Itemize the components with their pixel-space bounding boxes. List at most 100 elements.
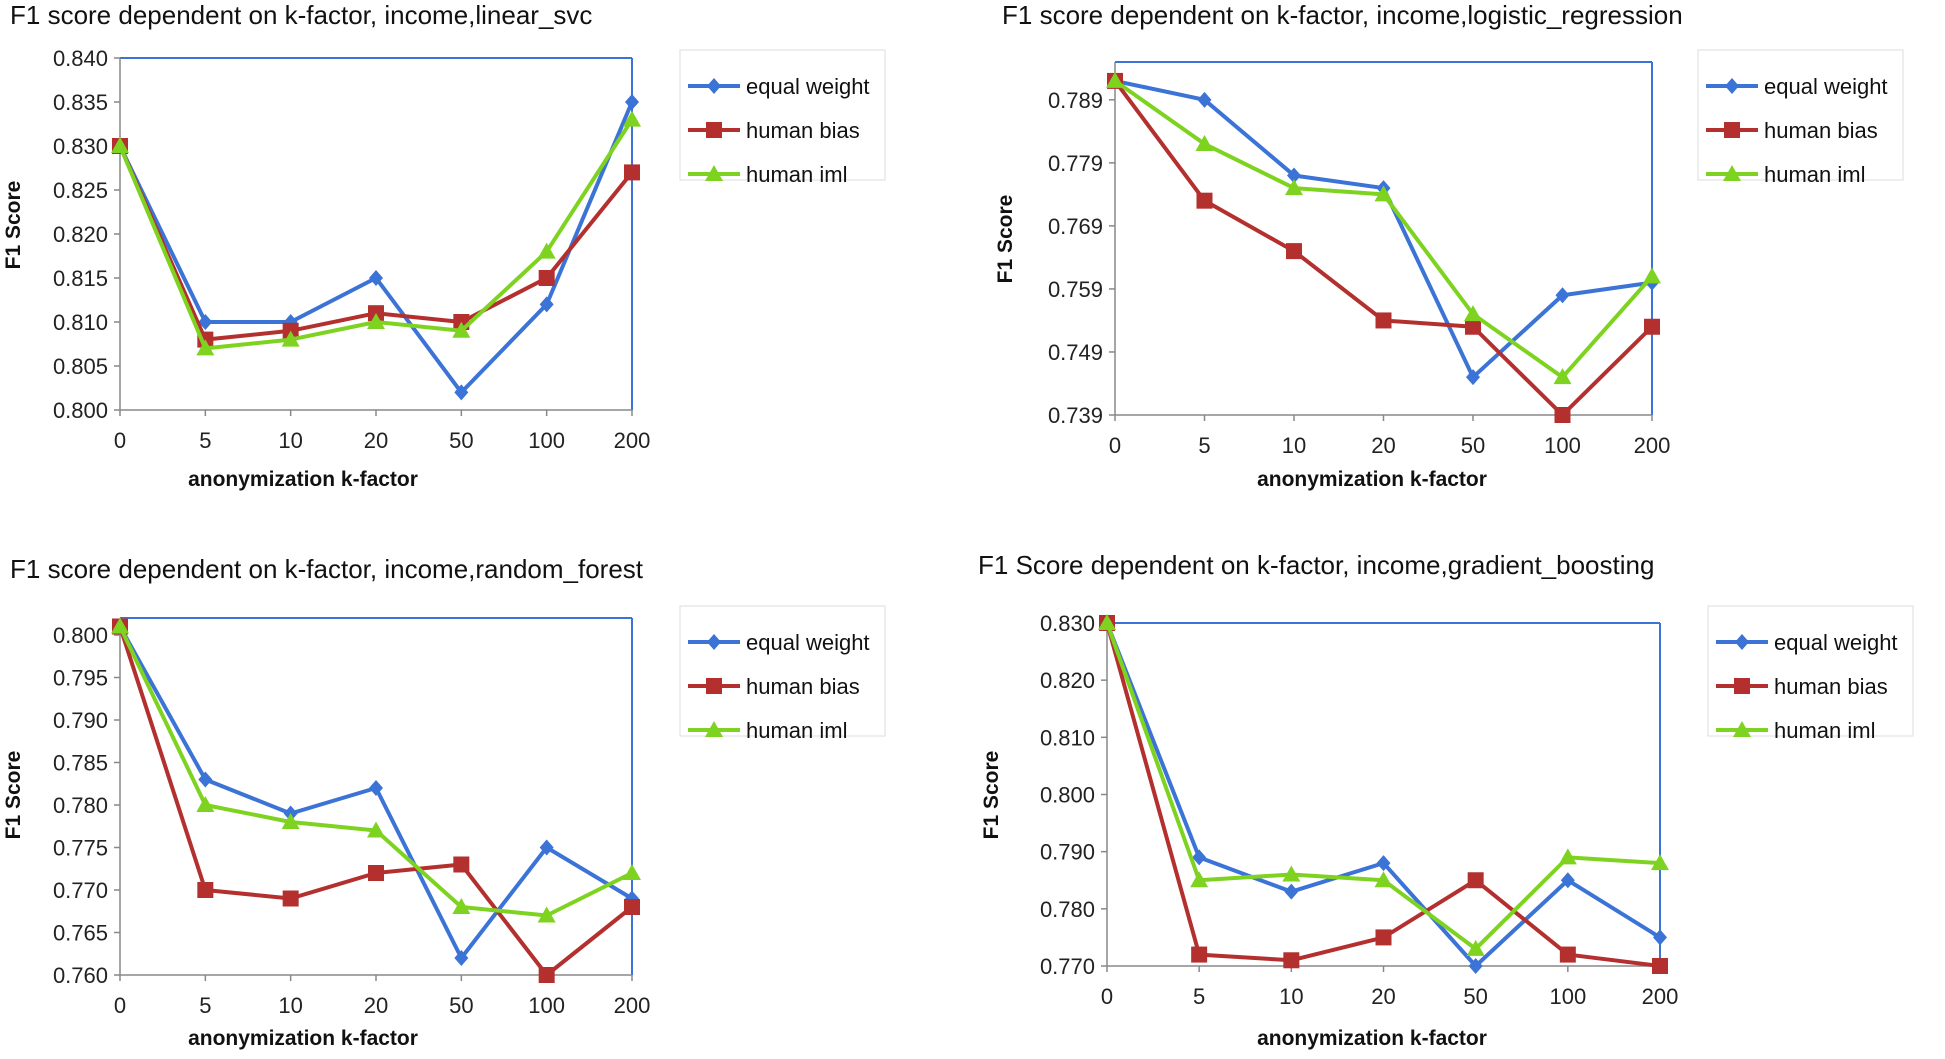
data-point-human-bias <box>368 865 384 881</box>
x-tick-label: 50 <box>449 993 473 1018</box>
data-point-equal-weight <box>1284 884 1298 900</box>
y-tick-label: 0.790 <box>53 708 108 733</box>
x-tick-label: 200 <box>1634 433 1671 458</box>
legend-marker-human-bias <box>1734 678 1750 694</box>
legend: equal weight human bias human iml <box>680 606 885 743</box>
legend-label-human-iml: human iml <box>1774 718 1875 743</box>
x-tick-label: 20 <box>364 428 388 453</box>
series-line-equal-weight <box>120 102 632 392</box>
y-tick-label: 0.810 <box>1040 725 1095 750</box>
y-tick-label: 0.795 <box>53 666 108 691</box>
data-point-human-bias <box>1465 319 1481 335</box>
chart-title: F1 score dependent on k-factor, income,l… <box>1002 0 1683 30</box>
y-tick-label: 0.830 <box>53 134 108 159</box>
data-point-human-bias <box>197 882 213 898</box>
legend: equal weight human bias human iml <box>1698 50 1903 187</box>
x-tick-label: 100 <box>1544 433 1581 458</box>
x-tick-label: 10 <box>278 428 302 453</box>
y-tick-label: 0.779 <box>1048 151 1103 176</box>
x-tick-label: 0 <box>114 428 126 453</box>
x-tick-label: 0 <box>114 993 126 1018</box>
y-tick-label: 0.739 <box>1048 403 1103 428</box>
x-tick-label: 50 <box>1461 433 1485 458</box>
legend-marker-human-bias <box>706 122 722 138</box>
y-axis-label: F1 Score <box>2 751 25 840</box>
x-tick-label: 100 <box>528 428 565 453</box>
data-point-human-bias <box>453 857 469 873</box>
y-axis-label: F1 Score <box>980 751 1003 840</box>
legend-label-human-bias: human bias <box>746 674 860 699</box>
legend-label-equal-weight: equal weight <box>1774 630 1898 655</box>
y-tick-label: 0.789 <box>1048 88 1103 113</box>
y-tick-label: 0.790 <box>1040 840 1095 865</box>
y-tick-label: 0.815 <box>53 266 108 291</box>
legend-marker-human-bias <box>706 678 722 694</box>
legend-label-human-iml: human iml <box>746 718 847 743</box>
legend-box <box>1698 50 1903 180</box>
x-tick-label: 100 <box>528 993 565 1018</box>
data-point-equal-weight <box>1653 929 1667 945</box>
data-point-human-iml <box>196 796 214 812</box>
series-line-human-bias <box>120 627 632 976</box>
y-tick-label: 0.760 <box>53 963 108 988</box>
y-tick-label: 0.770 <box>53 878 108 903</box>
y-tick-label: 0.800 <box>53 623 108 648</box>
y-tick-label: 0.780 <box>1040 897 1095 922</box>
data-point-human-bias <box>1468 872 1484 888</box>
legend-box <box>680 50 885 180</box>
x-tick-label: 5 <box>1198 433 1210 458</box>
data-point-human-iml <box>623 864 641 880</box>
chart-title: F1 Score dependent on k-factor, income,g… <box>978 550 1654 580</box>
x-axis-label: anonymization k-factor <box>1257 1027 1487 1050</box>
chart-panel-gradient-boosting: F1 Score dependent on k-factor, income,g… <box>978 550 1913 1050</box>
y-tick-label: 0.775 <box>53 836 108 861</box>
x-tick-label: 20 <box>364 993 388 1018</box>
data-point-human-bias <box>1197 193 1213 209</box>
y-axis-label: F1 Score <box>994 195 1017 284</box>
chart-panel-linear-svc: F1 score dependent on k-factor, income,l… <box>2 0 885 491</box>
legend-label-equal-weight: equal weight <box>746 630 870 655</box>
x-tick-label: 5 <box>199 428 211 453</box>
data-point-human-bias <box>624 899 640 915</box>
legend-box <box>680 606 885 736</box>
legend: equal weight human bias human iml <box>1708 606 1913 743</box>
y-axis-label: F1 Score <box>2 181 25 270</box>
x-tick-label: 0 <box>1101 984 1113 1009</box>
chart-panel-random-forest: F1 score dependent on k-factor, income,r… <box>2 554 885 1050</box>
y-tick-label: 0.780 <box>53 793 108 818</box>
x-tick-label: 50 <box>449 428 473 453</box>
data-point-human-bias <box>539 967 555 983</box>
y-tick-label: 0.785 <box>53 751 108 776</box>
y-tick-label: 0.820 <box>1040 668 1095 693</box>
data-point-human-bias <box>624 164 640 180</box>
data-point-human-bias <box>539 270 555 286</box>
data-point-human-bias <box>1644 319 1660 335</box>
x-tick-label: 10 <box>1279 984 1303 1009</box>
data-point-human-bias <box>1191 947 1207 963</box>
x-tick-label: 20 <box>1371 433 1395 458</box>
x-tick-label: 200 <box>1642 984 1679 1009</box>
data-point-human-iml <box>1643 267 1661 283</box>
y-tick-label: 0.820 <box>53 222 108 247</box>
data-point-equal-weight <box>625 94 639 110</box>
x-tick-label: 200 <box>614 428 651 453</box>
y-tick-label: 0.770 <box>1040 954 1095 979</box>
series-line-equal-weight <box>1115 81 1652 377</box>
legend-label-equal-weight: equal weight <box>1764 74 1888 99</box>
x-tick-label: 10 <box>1282 433 1306 458</box>
y-tick-label: 0.840 <box>53 46 108 71</box>
y-tick-label: 0.749 <box>1048 340 1103 365</box>
y-tick-label: 0.835 <box>53 90 108 115</box>
y-tick-label: 0.800 <box>53 398 108 423</box>
x-tick-label: 10 <box>278 993 302 1018</box>
x-tick-label: 0 <box>1109 433 1121 458</box>
x-axis-label: anonymization k-factor <box>188 1027 418 1050</box>
legend-label-human-iml: human iml <box>746 162 847 187</box>
x-axis-label: anonymization k-factor <box>1257 468 1487 491</box>
data-point-human-bias <box>1652 958 1668 974</box>
data-point-human-bias <box>1283 952 1299 968</box>
x-tick-label: 50 <box>1463 984 1487 1009</box>
legend-label-human-iml: human iml <box>1764 162 1865 187</box>
series-line-human-bias <box>1107 623 1660 966</box>
data-point-human-bias <box>1555 407 1571 423</box>
